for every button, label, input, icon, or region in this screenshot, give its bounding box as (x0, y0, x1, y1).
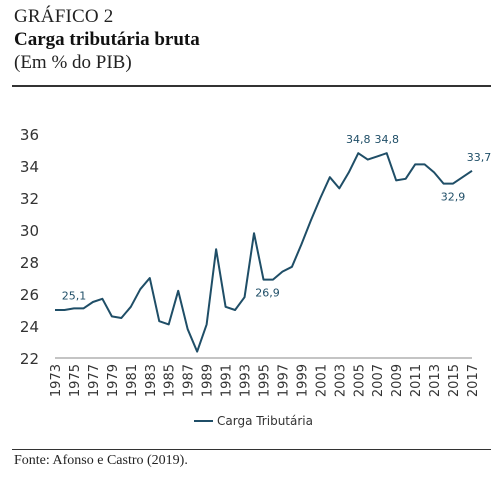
chart-header: GRÁFICO 2 Carga tributária bruta (Em % d… (14, 6, 489, 74)
data-label: 33,7 (467, 151, 492, 164)
x-tick-label: 1993 (239, 364, 254, 397)
legend-label: Carga Tributária (217, 414, 313, 428)
x-tick-label: 2011 (409, 364, 424, 397)
x-tick-label: 1987 (182, 364, 197, 397)
y-tick-label: 32 (20, 190, 39, 208)
x-tick-label: 1999 (295, 364, 310, 397)
x-tick-label: 1989 (201, 364, 216, 397)
data-label: 32,9 (441, 191, 466, 204)
y-tick-label: 34 (20, 158, 39, 176)
x-tick-label: 1975 (68, 364, 83, 397)
x-tick-label: 2001 (314, 364, 329, 397)
x-tick-label: 2007 (371, 364, 386, 397)
x-tick-label: 1997 (276, 364, 291, 397)
x-tick-label: 2015 (447, 364, 462, 397)
source-note: Fonte: Afonso e Castro (2019). (14, 453, 188, 468)
y-tick-label: 22 (20, 350, 39, 368)
y-tick-label: 26 (20, 286, 39, 304)
y-tick-label: 36 (20, 126, 39, 144)
x-tick-label: 1979 (106, 364, 121, 397)
data-label: 26,9 (255, 287, 280, 300)
x-tick-label: 1973 (49, 364, 64, 397)
data-label: 34,8 (374, 133, 399, 146)
x-tick-label: 1977 (87, 364, 102, 397)
y-tick-label: 28 (20, 254, 39, 272)
x-tick-label: 2017 (466, 364, 481, 397)
x-tick-label: 1985 (163, 364, 178, 397)
series-line-carga-tributaria (55, 152, 473, 353)
figure-label: GRÁFICO 2 (14, 6, 114, 27)
x-tick-label: 2005 (352, 364, 367, 397)
x-tick-label: 2013 (428, 364, 443, 397)
top-rule (12, 85, 491, 87)
x-tick-label: 1995 (258, 364, 273, 397)
line-chart: 22 24 26 28 30 32 34 36 1973 1975 1977 1979 1981 1983… (20, 126, 492, 428)
x-tick-label: 2003 (333, 364, 348, 397)
x-tick-label: 1983 (144, 364, 159, 397)
bottom-rule (12, 449, 491, 450)
chart-subtitle: (Em % do PIB) (14, 52, 132, 73)
y-tick-label: 24 (20, 318, 39, 336)
x-tick-label: 2009 (390, 364, 405, 397)
data-label: 25,1 (62, 289, 87, 302)
x-tick-label: 1991 (220, 364, 235, 397)
y-tick-label: 30 (20, 222, 39, 240)
chart-title: Carga tributária bruta (14, 29, 200, 50)
x-tick-label: 1981 (125, 364, 140, 397)
data-label: 34,8 (346, 133, 371, 146)
